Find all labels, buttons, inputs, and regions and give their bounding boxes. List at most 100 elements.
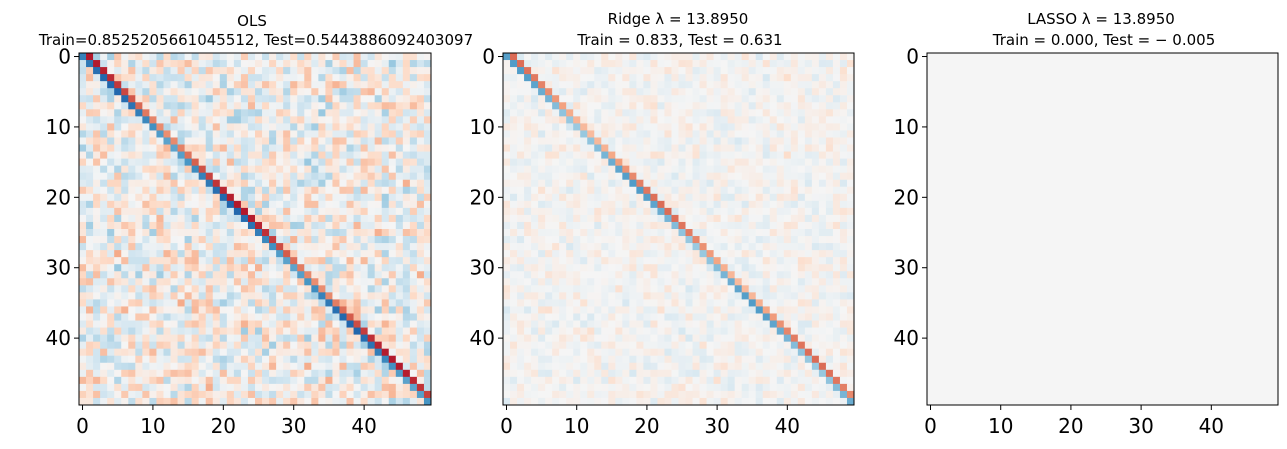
heatmap-cell	[629, 109, 637, 117]
heatmap-cell	[622, 313, 630, 321]
heatmap-cell	[163, 229, 171, 237]
heatmap-cell	[262, 88, 270, 96]
heatmap-cell	[552, 369, 560, 378]
heatmap-cell	[177, 313, 185, 321]
heatmap-cell	[839, 137, 848, 145]
heatmap-cell	[643, 369, 651, 378]
heatmap-cell	[643, 327, 651, 335]
heatmap-cell	[311, 137, 319, 145]
heatmap-cell	[650, 341, 658, 350]
heatmap-cell	[360, 158, 369, 167]
heatmap-cell	[360, 221, 369, 230]
heatmap-cell	[615, 334, 623, 343]
heatmap-cell	[269, 81, 277, 89]
heatmap-cell	[219, 327, 228, 335]
heatmap-cell	[395, 172, 404, 181]
heatmap-cell	[149, 123, 157, 131]
heatmap-cell	[734, 383, 743, 392]
heatmap-cell	[332, 383, 340, 392]
heatmap-cell	[615, 165, 623, 174]
heatmap-cell	[699, 278, 707, 286]
heatmap-cell	[559, 236, 567, 244]
heatmap-cell	[825, 214, 834, 223]
heatmap-cell	[734, 172, 743, 181]
heatmap-cell	[510, 341, 518, 350]
heatmap-cell	[233, 369, 242, 378]
heatmap-cell	[269, 144, 277, 152]
heatmap-cell	[832, 144, 841, 152]
heatmap-cell	[233, 236, 242, 244]
heatmap-cell	[269, 151, 277, 159]
heatmap-cell	[650, 179, 658, 188]
heatmap-cell	[727, 376, 736, 385]
heatmap-cell	[163, 172, 171, 181]
heatmap-cell	[86, 278, 94, 286]
heatmap-cell	[332, 313, 340, 321]
heatmap-cell	[503, 221, 511, 230]
heatmap-cell	[367, 60, 376, 68]
heatmap-cell	[587, 397, 595, 406]
heatmap-cell	[128, 236, 136, 244]
heatmap-cell	[566, 313, 574, 321]
heatmap-cell	[832, 369, 841, 378]
heatmap-cell	[297, 376, 305, 385]
heatmap-cell	[573, 200, 581, 209]
heatmap-cell	[559, 376, 567, 385]
heatmap-cell	[247, 144, 256, 152]
heatmap-cell	[402, 221, 411, 230]
heatmap-cell	[832, 355, 841, 364]
heatmap-cell	[755, 207, 764, 216]
heatmap-cell	[664, 320, 672, 328]
heatmap-cell	[276, 207, 284, 216]
heatmap-cell	[825, 102, 834, 110]
heatmap-cell	[832, 327, 841, 335]
heatmap-cell	[748, 390, 757, 399]
heatmap-cell	[720, 200, 729, 209]
heatmap-cell	[685, 67, 693, 75]
heatmap-cell	[247, 179, 256, 188]
heatmap-cell	[692, 355, 700, 364]
heatmap-cell	[580, 390, 588, 399]
heatmap-cell	[311, 186, 319, 195]
heatmap-cell	[587, 320, 595, 328]
heatmap-cell	[269, 334, 277, 343]
heatmap-cell	[650, 376, 658, 385]
heatmap-cell	[622, 81, 630, 89]
heatmap-cell	[318, 299, 326, 307]
heatmap-cell	[594, 306, 602, 314]
heatmap-cell	[416, 278, 425, 286]
heatmap-cell	[226, 306, 235, 314]
heatmap-cell	[552, 74, 560, 82]
heatmap-cell	[622, 95, 630, 103]
heatmap-cell	[395, 236, 404, 244]
heatmap-cell	[608, 383, 616, 392]
heatmap-cell	[191, 264, 200, 272]
heatmap-cell	[601, 299, 609, 307]
heatmap-cell	[121, 81, 129, 89]
heatmap-cell	[276, 236, 284, 244]
heatmap-cell	[149, 243, 157, 251]
heatmap-cell	[233, 144, 242, 152]
heatmap-cell	[811, 151, 820, 159]
heatmap-cell	[685, 355, 693, 364]
heatmap-cell	[423, 123, 432, 131]
heatmap-cell	[184, 116, 193, 124]
heatmap-cell	[699, 299, 707, 307]
heatmap-cell	[212, 207, 221, 216]
heatmap-cell	[311, 250, 319, 258]
heatmap-cell	[163, 362, 171, 371]
heatmap-cell	[269, 320, 277, 328]
heatmap-cell	[290, 116, 298, 124]
heatmap-cell	[748, 250, 757, 258]
heatmap-cell	[191, 292, 200, 300]
heatmap-cell	[184, 299, 193, 307]
heatmap-cell	[374, 123, 383, 131]
heatmap-cell	[79, 348, 87, 357]
heatmap-cell	[114, 74, 122, 82]
heatmap-cell	[332, 172, 340, 181]
heatmap-cell	[198, 397, 207, 406]
heatmap-cell	[184, 362, 193, 371]
heatmap-cell	[727, 214, 736, 223]
heatmap-cell	[818, 243, 827, 251]
heatmap-cell	[825, 264, 834, 272]
